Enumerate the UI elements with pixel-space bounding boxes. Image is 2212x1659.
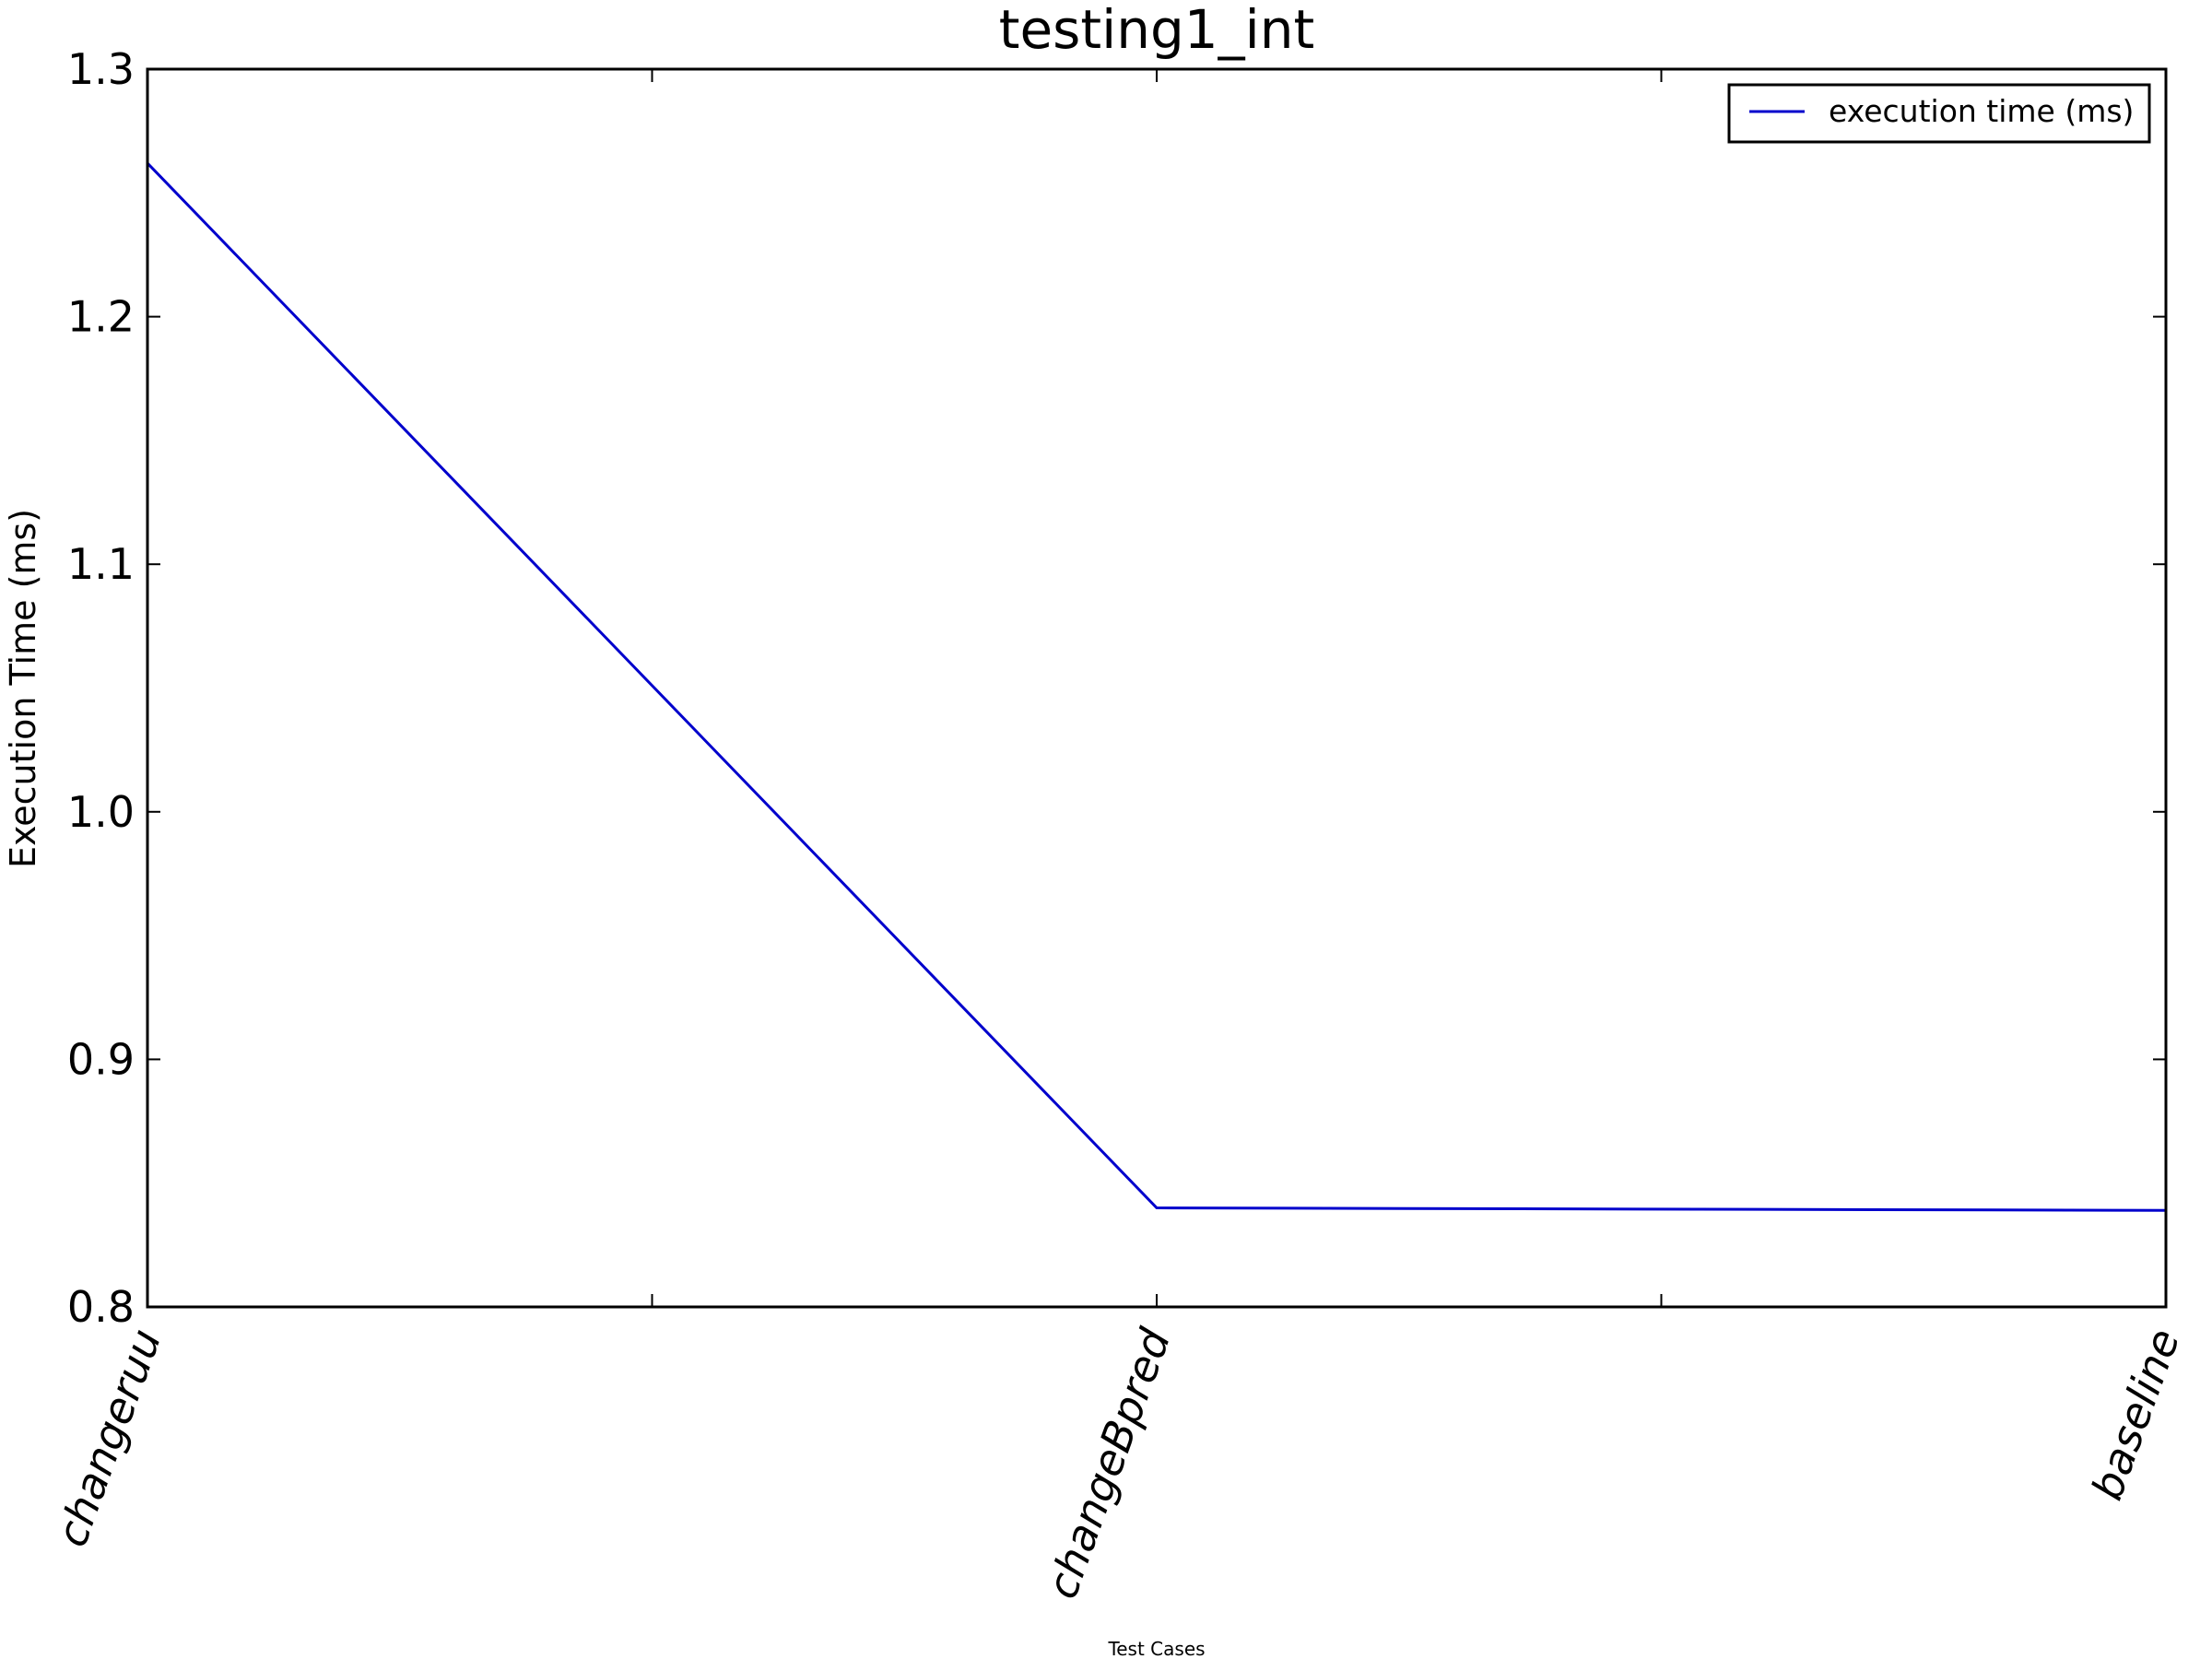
y-tick-label: 1.1: [67, 539, 135, 589]
y-tick-label: 0.9: [67, 1034, 135, 1084]
y-axis-label: Execution Time (ms): [3, 509, 43, 868]
y-tick-label: 1.3: [67, 44, 135, 94]
series-line-0: [146, 162, 2167, 1212]
legend-box: [1727, 83, 2151, 144]
plot-area-frame: [146, 67, 2168, 1309]
chart-title: testing1_int: [999, 0, 1315, 61]
y-tick-label: 1.0: [67, 787, 135, 837]
x-axis-label: Test Cases: [1107, 1638, 1205, 1659]
legend: execution time (ms): [1727, 83, 2151, 144]
y-axis-ticks: 0.8 0.9 1.0 1.1 1.2 1.3: [67, 44, 2166, 1332]
y-tick-label: 0.8: [67, 1282, 135, 1332]
legend-label-execution-time: execution time (ms): [1829, 93, 2134, 129]
series-lines: [146, 162, 2167, 1212]
y-tick-label: 1.2: [67, 292, 135, 342]
